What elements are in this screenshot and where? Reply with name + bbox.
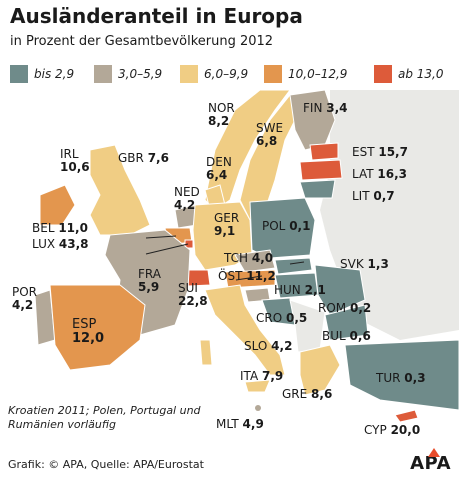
label-por: POR 4,2 [12, 285, 38, 312]
label-den: DEN 6,4 [206, 155, 232, 182]
map-subtitle: in Prozent der Gesamtbevölkerung 2012 [10, 34, 274, 49]
label-ost: ÖST 11,2 [218, 269, 276, 283]
legend-label: 6,0–9,9 [204, 67, 249, 81]
europe-map [0, 90, 459, 450]
label-gre: GRE 8,6 [282, 387, 333, 401]
label-lux: LUX 43,8 [32, 237, 89, 251]
apa-logo-triangle-icon [428, 448, 440, 457]
label-hun: HUN 2,1 [274, 283, 326, 297]
region-tch [234, 249, 276, 273]
label-cyp: CYP 20,0 [364, 423, 421, 437]
region-ita [204, 284, 286, 376]
label-fra: FRA 5,9 [138, 267, 161, 294]
region-pol [249, 197, 316, 259]
label-tur: TUR 0,3 [376, 371, 426, 385]
map-title: Ausländeranteil in Europa [10, 4, 303, 28]
legend-label: 3,0–5,9 [118, 67, 163, 81]
label-tch: TCH 4,0 [224, 251, 274, 265]
region-irl [39, 184, 76, 226]
leader-bel [145, 235, 177, 239]
region-mlt [255, 405, 261, 411]
label-svk: SVK 1,3 [340, 257, 389, 271]
region-ger [192, 201, 253, 271]
label-mlt: MLT 4,9 [216, 417, 264, 431]
label-est: EST 15,7 [352, 145, 408, 159]
source-footer: Grafik: © APA, Quelle: APA/Eurostat [8, 458, 204, 471]
legend-item-5: ab 13,0 [374, 64, 444, 84]
label-ned: NED 4,2 [174, 185, 200, 212]
label-bul: BUL 0,6 [322, 329, 371, 343]
apa-logo-text: APA [410, 453, 451, 474]
map-graphic [0, 90, 459, 450]
region-esp [49, 284, 146, 371]
label-rom: ROM 0,2 [318, 301, 372, 315]
region-gre [299, 344, 341, 396]
label-gbr: GBR 7,6 [118, 151, 169, 165]
label-esp: ESP 12,0 [72, 317, 105, 346]
region-lux [184, 239, 194, 249]
legend-item-1: bis 2,9 [10, 64, 74, 84]
label-ger: GER 9,1 [214, 211, 240, 238]
label-swe: SWE 6,8 [256, 121, 284, 148]
label-ita: ITA 7,9 [240, 369, 284, 383]
label-fin: FIN 3,4 [303, 101, 348, 115]
region-cyp [394, 409, 419, 423]
region-bul [324, 304, 369, 341]
legend-swatch [374, 65, 392, 83]
legend-swatch [94, 65, 112, 83]
label-lit: LIT 0,7 [352, 189, 395, 203]
label-pol: POL 0,1 [262, 219, 311, 233]
legend-swatch [264, 65, 282, 83]
leader-svk [289, 261, 305, 265]
leader-lux [145, 243, 189, 255]
legend-item-4: 10,0–12,9 [264, 64, 347, 84]
label-lat: LAT 16,3 [352, 167, 408, 181]
label-nor: NOR 8,2 [208, 101, 235, 128]
legend-label: bis 2,9 [34, 67, 75, 81]
region-ost [224, 269, 276, 289]
label-cro: CRO 0,5 [256, 311, 308, 325]
region-tur [344, 339, 459, 411]
label-bel: BEL 11,0 [32, 221, 88, 235]
legend-item-3: 6,0–9,9 [180, 64, 248, 84]
leader-ost [235, 275, 263, 281]
region-rom [314, 264, 366, 316]
region-lat [299, 159, 343, 181]
legend-label: ab 13,0 [398, 67, 444, 81]
apa-logo: APA [410, 453, 451, 474]
region-ita-sardinia [199, 339, 213, 366]
label-irl: IRL 10,6 [60, 147, 90, 174]
data-note: Kroatien 2011; Polen, Portugal und Rumän… [8, 404, 201, 432]
legend-swatch [10, 65, 28, 83]
legend-swatch [180, 65, 198, 83]
region-lit [299, 179, 336, 199]
label-sui: SUI 22,8 [178, 281, 208, 308]
label-slo: SLO 4,2 [244, 339, 293, 353]
legend-label: 10,0–12,9 [288, 67, 348, 81]
region-est [309, 142, 339, 161]
legend-item-2: 3,0–5,9 [94, 64, 162, 84]
region-ita-sicily [244, 379, 271, 393]
